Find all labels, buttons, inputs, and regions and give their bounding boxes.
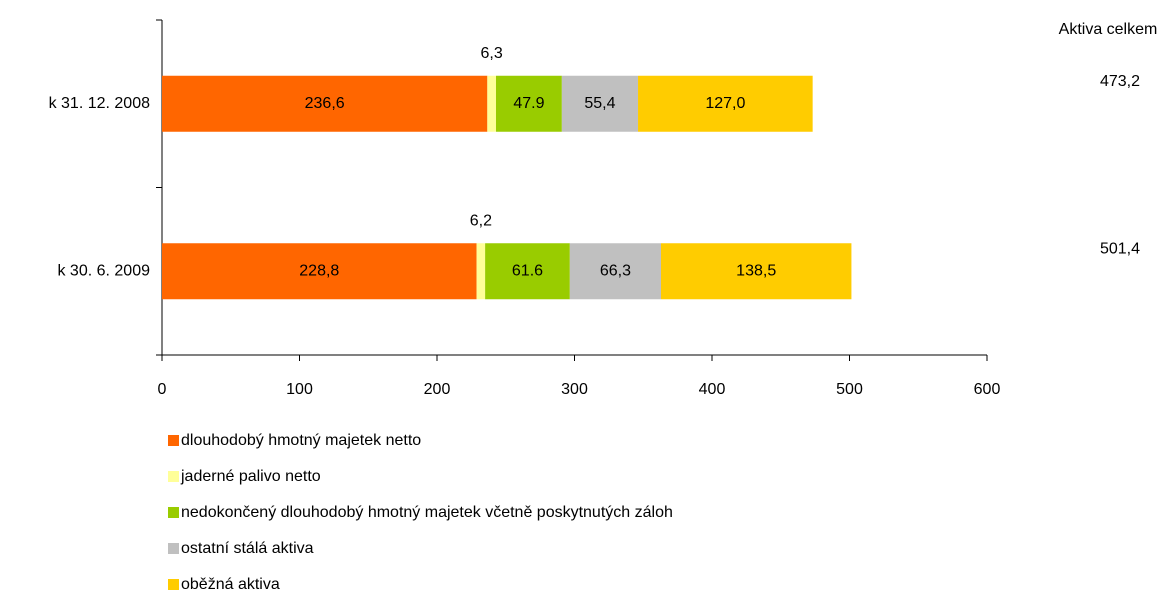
bar-segment [569,243,661,300]
bar-segment [487,75,496,132]
bar-segment [561,75,639,132]
data-label: 138,5 [736,262,776,279]
bar-segment [485,243,570,300]
data-label: 66,3 [600,262,631,279]
total-label: 473,2 [1100,73,1140,90]
x-tick-label: 100 [286,381,313,398]
legend-swatch [168,543,179,554]
bar-segment [162,243,477,300]
x-tick-label: 400 [699,381,726,398]
legend-swatch [168,471,179,482]
x-tick-label: 0 [158,381,167,398]
data-label: 6,3 [481,45,503,62]
x-tick-label: 500 [836,381,863,398]
bar-segment [476,243,486,300]
data-label: 47.9 [513,95,544,112]
data-label: 127,0 [705,95,745,112]
totals-title: Aktiva celkem [1059,21,1158,38]
data-label: 55,4 [584,95,615,112]
data-label: 61.6 [512,262,543,279]
bar-segment [495,75,562,132]
legend-label: dlouhodobý hmotný majetek netto [181,432,421,449]
bar-segment [162,75,488,132]
legend-label: nedokončený dlouhodobý hmotný majetek vč… [181,504,673,521]
x-tick-label: 200 [424,381,451,398]
legend-label: ostatní stálá aktiva [181,540,314,557]
x-tick-label: 300 [561,381,588,398]
data-label: 6,2 [470,212,492,229]
data-label: 236,6 [305,95,345,112]
legend-swatch [168,507,179,518]
legend-swatch [168,435,179,446]
x-tick-label: 600 [974,381,1001,398]
bar-segment [660,243,852,300]
legend-label: jaderné palivo netto [180,468,321,485]
category-label: k 30. 6. 2009 [57,262,150,279]
data-label: 228,8 [299,262,339,279]
category-label: k 31. 12. 2008 [49,95,151,112]
legend-swatch [168,579,179,590]
legend-label: oběžná aktiva [181,576,280,592]
total-label: 501,4 [1100,240,1140,257]
bar-segment [638,75,813,132]
